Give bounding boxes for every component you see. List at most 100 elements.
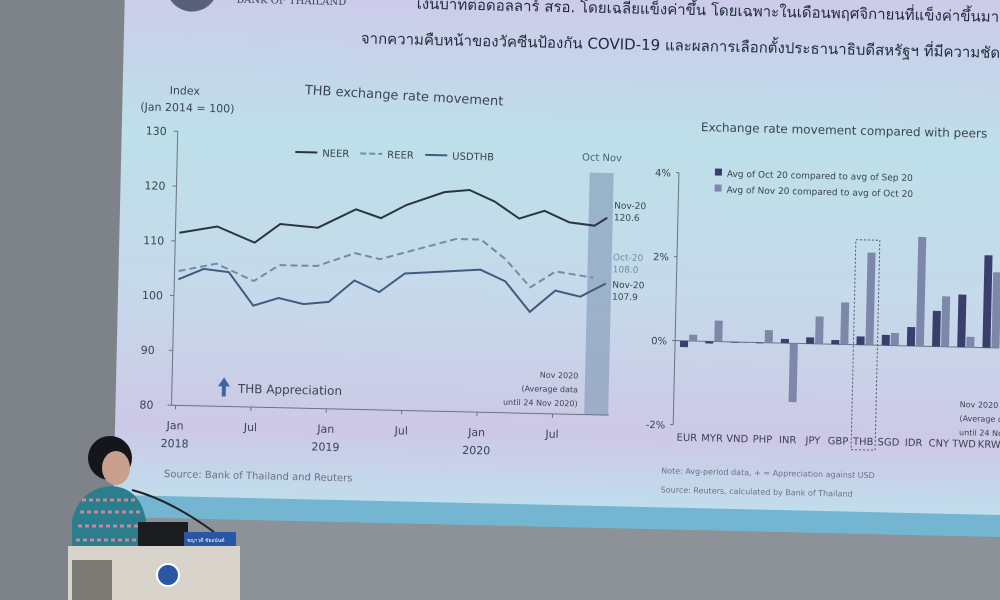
speaker-face xyxy=(102,451,130,485)
y-axis xyxy=(672,172,680,425)
legend-label: Avg of Nov 20 compared to avg of Oct 20 xyxy=(726,186,913,200)
x-tick-label: CNY xyxy=(928,438,950,449)
bar-vnd-s2 xyxy=(739,342,748,344)
x-tick-label: EUR xyxy=(676,433,697,444)
bar-gbp-s1 xyxy=(831,339,840,345)
x-tick-label: MYR xyxy=(701,433,723,444)
bar-php-s1 xyxy=(755,342,764,344)
x-tick-label: INR xyxy=(779,435,797,446)
x-tick-label: VND xyxy=(726,434,749,446)
source-text: Source: Bank of Thailand and Reuters xyxy=(164,469,353,484)
bar-myr-s2 xyxy=(714,320,723,342)
series-line-neer xyxy=(179,189,608,244)
note-line: until 24 Nov 20 xyxy=(959,428,1000,438)
note-line: (Average dat xyxy=(959,414,1000,424)
legend-label: REER xyxy=(387,150,414,162)
bar-gbp-s2 xyxy=(840,302,850,345)
x-tick-label: TWD xyxy=(951,439,976,451)
series-line-reer xyxy=(178,238,594,289)
bar-twd-s2 xyxy=(966,336,975,348)
y-tick-label: 90 xyxy=(141,344,155,357)
note-line: Nov 2020 xyxy=(540,371,579,381)
x-tick-label: Jul xyxy=(544,428,559,441)
y-axis-note: (Jan 2014 = 100) xyxy=(140,100,235,115)
y-tick-label: 130 xyxy=(146,125,167,138)
podium-logo-icon xyxy=(156,563,180,587)
bar-sgd-s2 xyxy=(890,332,899,346)
x-tick-label: SGD xyxy=(877,437,899,448)
source-text: Source: Reuters, calculated by Bank of T… xyxy=(661,485,853,498)
x-tick-label: THB xyxy=(852,437,874,448)
y-tick-label: 4% xyxy=(655,168,671,179)
slide-bottom-band xyxy=(112,494,1000,538)
podium-opening xyxy=(72,560,112,600)
highlight-label: Oct Nov xyxy=(582,152,622,164)
x-tick-label: PHP xyxy=(753,434,773,445)
bar-krw-s2 xyxy=(991,272,1000,348)
end-label-period: Oct-20 xyxy=(613,253,644,264)
microphone xyxy=(131,489,215,533)
y-tick-label: 120 xyxy=(144,179,165,192)
bar-inr-s1 xyxy=(780,338,789,344)
legend-label: Avg of Oct 20 compared to avg of Sep 20 xyxy=(727,170,913,184)
bar-cny-s2 xyxy=(941,296,951,347)
bar-krw-s1 xyxy=(982,255,993,348)
nameplate xyxy=(184,532,236,546)
bar-eur-s1 xyxy=(679,340,689,348)
bar-idr-s2 xyxy=(915,236,927,347)
highlight-box xyxy=(850,239,881,451)
x-tick-label: Jul xyxy=(243,421,258,434)
x-axis xyxy=(171,404,609,416)
bar-sgd-s1 xyxy=(881,334,890,346)
x-tick-label: GBP xyxy=(828,436,849,447)
bar-vnd-s1 xyxy=(730,341,739,343)
x-tick-year: 2020 xyxy=(462,444,490,458)
bar-php-s2 xyxy=(764,330,773,343)
highlight-oct-nov xyxy=(584,172,614,416)
bar-thb-s2 xyxy=(865,252,876,346)
bar-thb-s1 xyxy=(856,336,865,345)
legend-swatch xyxy=(714,168,723,176)
bar-inr-s2 xyxy=(788,343,798,403)
legend-label: NEER xyxy=(322,149,349,161)
legend-swatch xyxy=(714,184,722,192)
y-axis-label: Index xyxy=(170,84,201,98)
logo-text: BANK OF THAILAND xyxy=(237,0,347,8)
series-line-usdthb xyxy=(177,267,607,314)
note-line: until 24 Nov 2020) xyxy=(503,398,578,409)
bar-eur-s2 xyxy=(689,334,698,342)
x-tick-label: JPY xyxy=(804,436,821,447)
dress-pattern xyxy=(76,498,146,542)
y-tick-label: 0% xyxy=(651,336,667,347)
x-tick-label: Jul xyxy=(393,424,408,437)
y-tick-label: 100 xyxy=(142,289,163,302)
end-label-value: 108.0 xyxy=(613,265,639,276)
bar-idr-s1 xyxy=(906,326,916,347)
bar-myr-s1 xyxy=(705,341,714,344)
y-tick-label: 2% xyxy=(653,252,669,263)
end-label-value: 120.6 xyxy=(614,213,640,224)
y-tick-label: 80 xyxy=(139,398,153,411)
note-line: Nov 2020 xyxy=(960,400,999,410)
nameplate-text: ชญาวดี ชัยอนันต์ xyxy=(187,537,225,544)
bar-chart: Exchange rate movement compared with pee… xyxy=(646,120,1000,499)
chart-title: Exchange rate movement compared with pee… xyxy=(701,120,988,140)
bar-twd-s1 xyxy=(957,294,967,348)
y-tick-label: 110 xyxy=(143,234,164,247)
bar-cny-s1 xyxy=(932,310,941,347)
x-tick-year: 2019 xyxy=(311,440,339,454)
end-label-period: Nov-20 xyxy=(612,281,645,292)
legend-label: USDTHB xyxy=(452,152,494,164)
x-tick-label: KRW xyxy=(978,440,1000,452)
end-label-value: 107.9 xyxy=(612,293,638,304)
annotation-text: THB Appreciation xyxy=(237,382,342,398)
bar-jpy-s1 xyxy=(806,337,815,344)
x-tick-label: Jan xyxy=(467,426,485,439)
x-tick-label: IDR xyxy=(905,438,923,449)
y-axis xyxy=(171,131,179,406)
x-tick-year: 2018 xyxy=(160,437,188,451)
y-tick-label: -2% xyxy=(646,420,666,431)
slide-background xyxy=(113,0,1000,526)
note-line: (Average data xyxy=(521,384,578,394)
